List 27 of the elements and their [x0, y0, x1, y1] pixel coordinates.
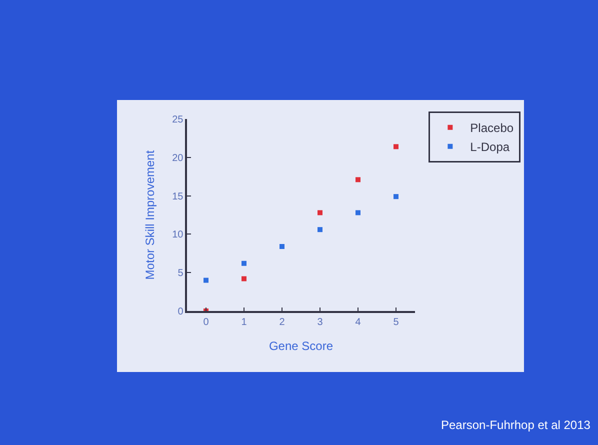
point	[394, 144, 398, 150]
text: Pearson-Fuhrhop et al 2013	[441, 418, 591, 432]
x-tick-label: 4	[355, 316, 362, 328]
y-tick-label: 25	[172, 114, 184, 126]
point	[318, 210, 322, 216]
y-tick-label: 5	[178, 268, 184, 280]
point	[356, 177, 360, 182]
point	[204, 278, 208, 283]
point	[318, 227, 322, 232]
point	[280, 244, 284, 249]
x-tick-label: 2	[279, 316, 286, 328]
legend-label: Placebo	[470, 121, 514, 135]
y-axis-title: Motor Skill Improvement	[142, 150, 157, 280]
x-tick-label: 5	[393, 316, 400, 328]
point	[394, 194, 398, 200]
y-tick-label: 0	[178, 306, 184, 318]
point	[242, 260, 246, 266]
point	[356, 210, 360, 216]
legend-label: L-Dopa	[470, 140, 510, 154]
x-axis-title: Gene Score	[268, 339, 334, 354]
x-tick-label: 1	[241, 316, 248, 328]
x-tick-label: 0	[203, 316, 210, 328]
y-tick-label: 15	[172, 191, 184, 202]
point	[242, 276, 246, 282]
y-tick-label: 20	[172, 152, 184, 164]
y-tick-label: 10	[172, 230, 184, 241]
x-tick-label: 3	[317, 316, 324, 328]
